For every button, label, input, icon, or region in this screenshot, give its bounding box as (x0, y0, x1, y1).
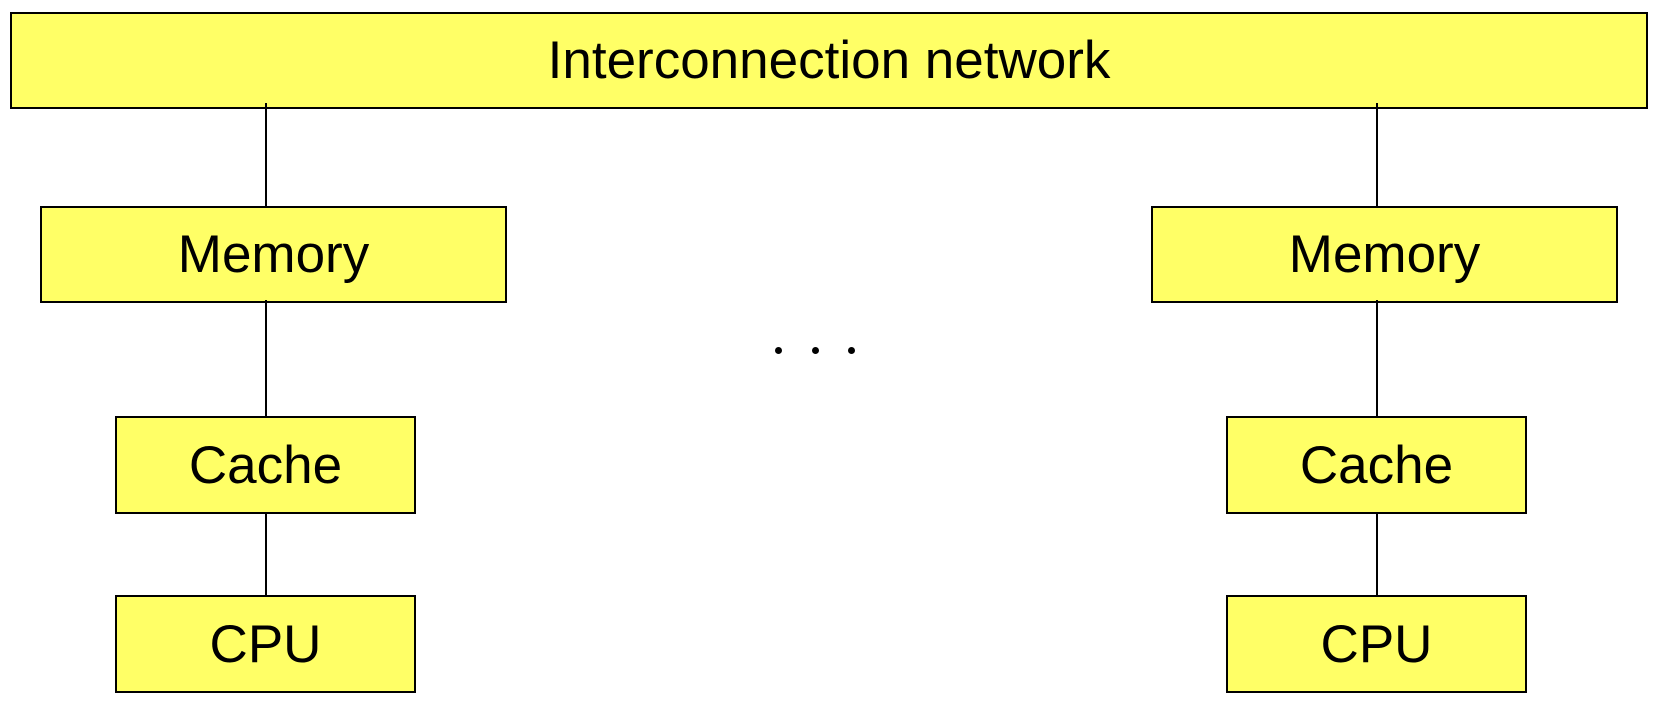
cpu-label-left: CPU (209, 614, 322, 674)
ellipsis-dot (775, 346, 782, 354)
interconnection-network-box: Interconnection network (10, 12, 1648, 109)
memory-to-cache-right-connector (1376, 300, 1378, 416)
ellipsis-dot (811, 346, 819, 354)
cache-box-left: Cache (115, 416, 416, 514)
interconnection-network-label: Interconnection network (547, 31, 1111, 90)
memory-box-right: Memory (1151, 206, 1618, 303)
memory-to-cache-left-connector (265, 300, 267, 416)
ellipsis-indicator (775, 335, 855, 365)
memory-label-left: Memory (177, 225, 370, 284)
cache-label-right: Cache (1299, 435, 1454, 495)
memory-box-left: Memory (40, 206, 507, 303)
cache-to-cpu-left-connector (265, 512, 267, 595)
memory-label-right: Memory (1288, 225, 1481, 284)
network-to-memory-left-connector (265, 103, 267, 206)
cache-label-left: Cache (188, 435, 343, 495)
cpu-box-left: CPU (115, 595, 416, 693)
network-to-memory-right-connector (1376, 103, 1378, 206)
cpu-box-right: CPU (1226, 595, 1527, 693)
cache-box-right: Cache (1226, 416, 1527, 514)
cache-to-cpu-right-connector (1376, 512, 1378, 595)
cpu-label-right: CPU (1320, 614, 1433, 674)
ellipsis-dot (848, 346, 855, 354)
